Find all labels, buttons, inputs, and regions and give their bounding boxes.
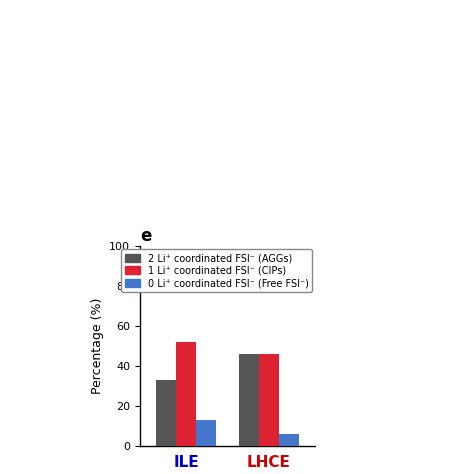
Bar [279,434,299,446]
Bar [239,354,259,446]
Legend: 2 Li⁺ coordinated FSI⁻ (AGGs), 1 Li⁺ coordinated FSI⁻ (CIPs), 0 Li⁺ coordinated : 2 Li⁺ coordinated FSI⁻ (AGGs), 1 Li⁺ coo… [121,249,312,292]
Bar [259,354,279,446]
Text: e: e [140,227,151,245]
Bar [176,342,196,446]
Y-axis label: Percentage (%): Percentage (%) [91,298,103,394]
Bar [196,419,216,446]
Bar [156,380,176,446]
